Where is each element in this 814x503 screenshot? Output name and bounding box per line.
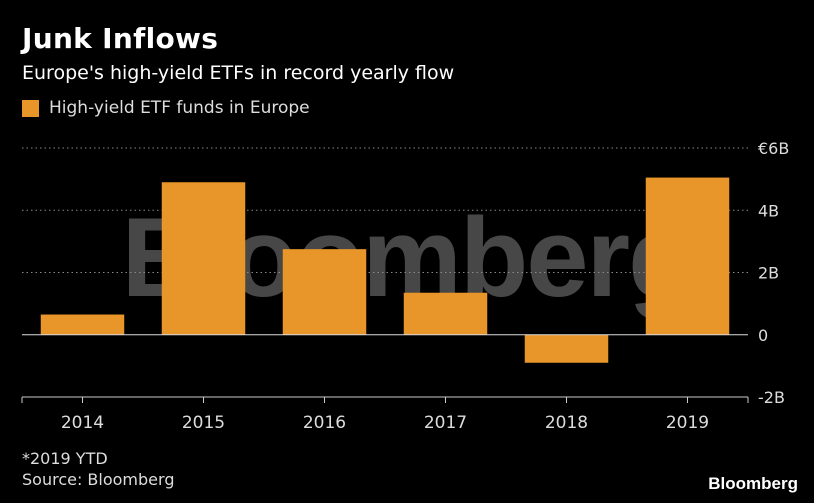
bloomberg-logo: Bloomberg bbox=[708, 474, 798, 493]
y-tick-label: 0 bbox=[758, 326, 768, 345]
bar-2015 bbox=[161, 182, 246, 335]
bar-2014 bbox=[40, 314, 125, 335]
legend-label: High-yield ETF funds in Europe bbox=[49, 98, 310, 118]
x-tick-label: 2018 bbox=[545, 413, 588, 433]
bar-2017 bbox=[403, 292, 488, 335]
axes: €6B 4B 2B 0 -2B 2014 2015 2016 2017 2018 2019 bbox=[21, 139, 789, 433]
x-tick-label: 2015 bbox=[182, 413, 225, 433]
y-tick-label: €6B bbox=[758, 139, 789, 158]
bars bbox=[40, 177, 730, 363]
chart-title: Junk Inflows bbox=[22, 22, 219, 55]
footnote: *2019 YTD bbox=[22, 449, 108, 468]
bar-2018 bbox=[524, 334, 609, 363]
bar-2016 bbox=[282, 249, 367, 335]
legend: High-yield ETF funds in Europe bbox=[22, 98, 310, 118]
source-note: Source: Bloomberg bbox=[22, 470, 175, 489]
x-tick-label: 2016 bbox=[303, 413, 346, 433]
y-tick-label: -2B bbox=[758, 388, 785, 407]
x-tick-label: 2017 bbox=[424, 413, 467, 433]
chart-subtitle: Europe's high-yield ETFs in record yearl… bbox=[22, 62, 455, 84]
legend-swatch bbox=[22, 99, 39, 117]
y-tick-label: 4B bbox=[758, 201, 779, 220]
x-tick-label: 2014 bbox=[61, 413, 104, 433]
y-tick-label: 2B bbox=[758, 264, 779, 283]
x-tick-label: 2019 bbox=[666, 413, 709, 433]
bar-2019 bbox=[645, 177, 730, 335]
